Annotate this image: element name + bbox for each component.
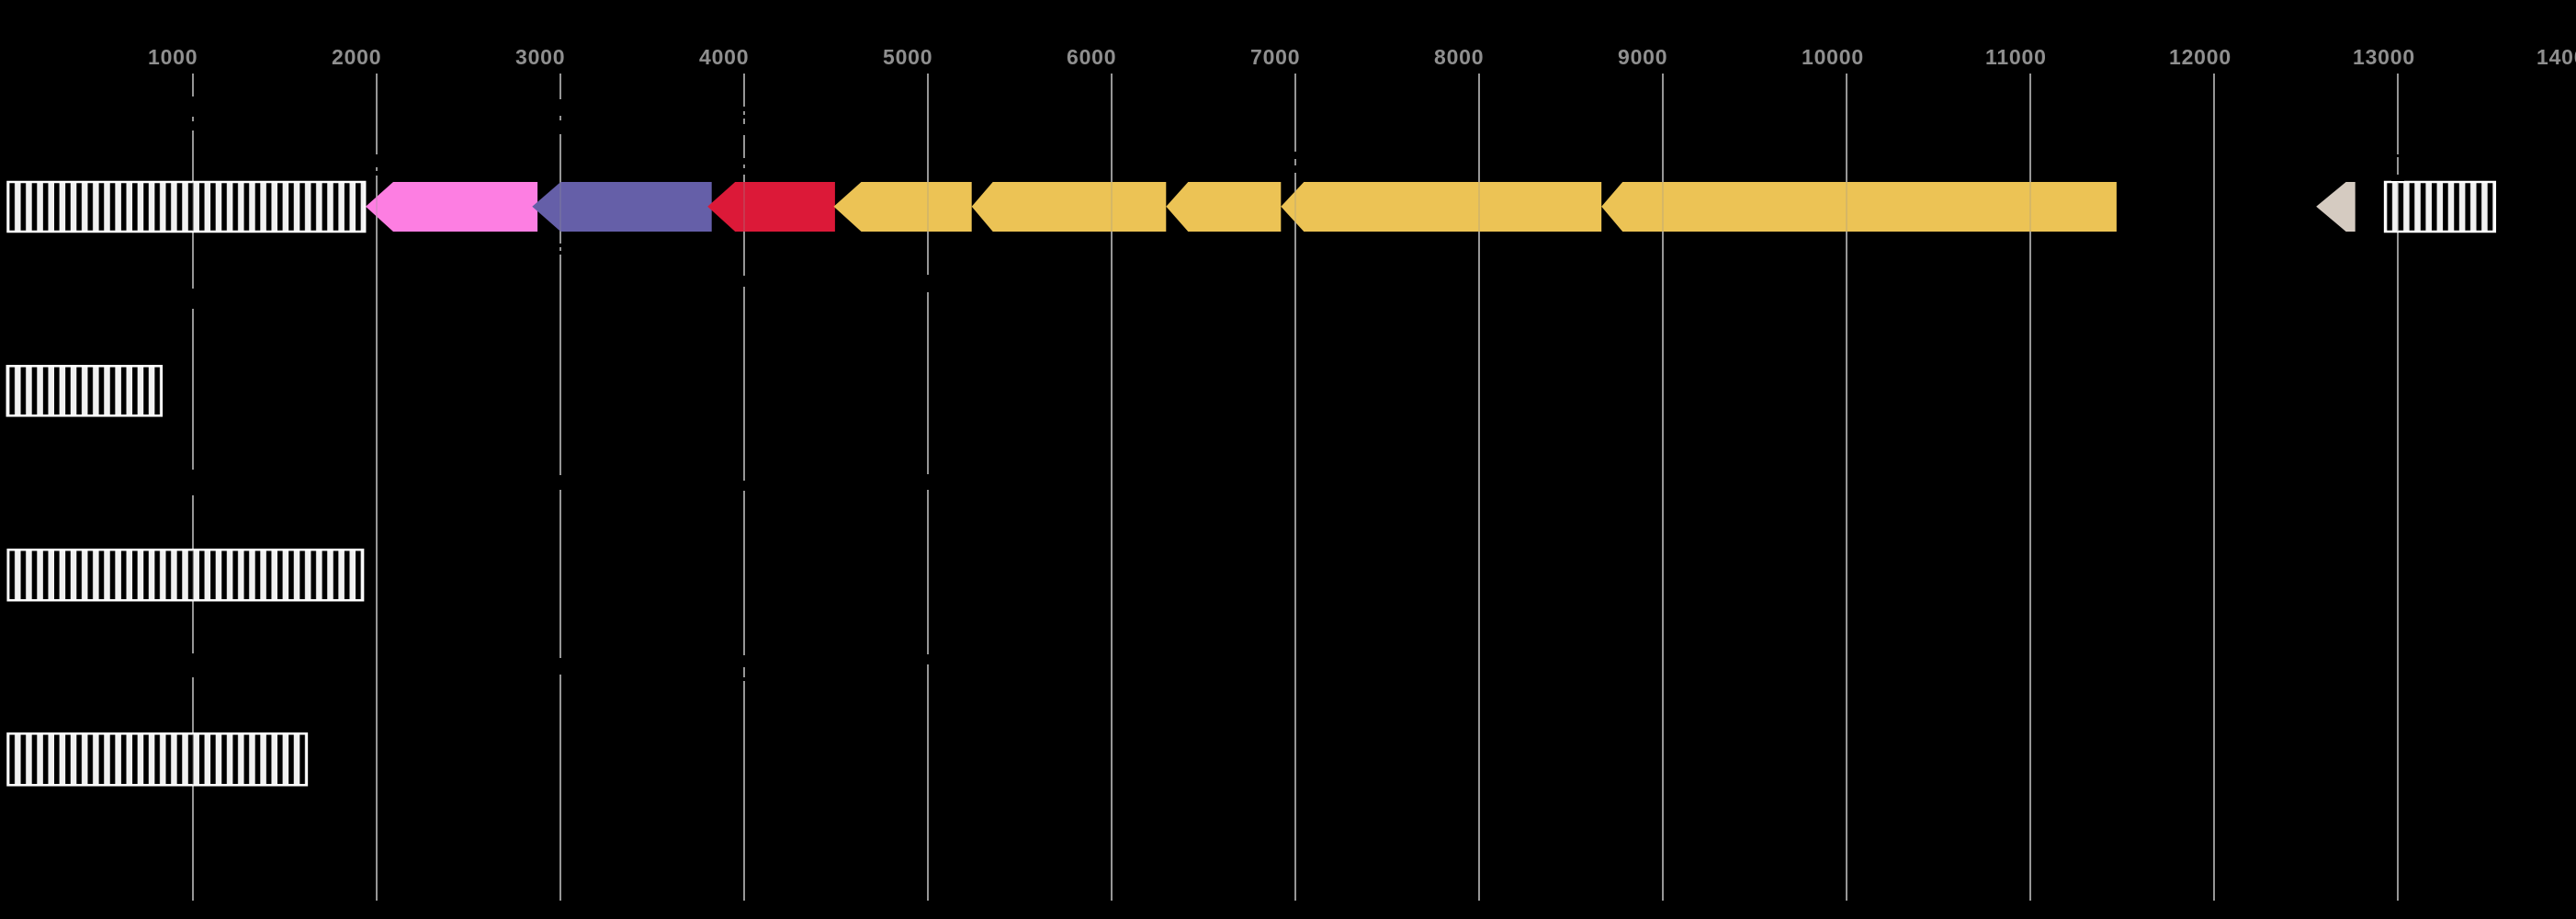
- svg-text:11000: 11000: [1985, 45, 2047, 69]
- svg-text:5000: 5000: [883, 45, 932, 69]
- svg-text:3000: 3000: [515, 45, 565, 69]
- svg-text:4000: 4000: [699, 45, 749, 69]
- svg-text:12000: 12000: [2169, 45, 2231, 69]
- svg-text:7000: 7000: [1250, 45, 1300, 69]
- svg-text:9000: 9000: [1618, 45, 1667, 69]
- svg-text:8000: 8000: [1434, 45, 1484, 69]
- svg-text:10000: 10000: [1802, 45, 1864, 69]
- svg-text:14000: 14000: [2536, 45, 2576, 69]
- svg-text:6000: 6000: [1067, 45, 1116, 69]
- svg-text:1000: 1000: [148, 45, 198, 69]
- svg-text:2000: 2000: [332, 45, 381, 69]
- svg-text:13000: 13000: [2353, 45, 2415, 69]
